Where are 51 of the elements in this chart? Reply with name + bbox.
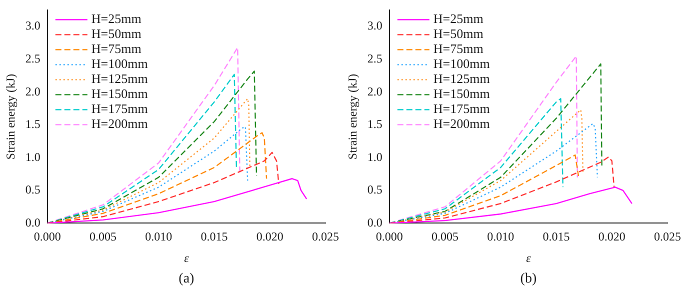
legend-label: H=125mm xyxy=(91,71,148,86)
legend-label: H=75mm xyxy=(91,41,142,56)
y-tick-label: 0.5 xyxy=(25,182,40,197)
legend-label: H=175mm xyxy=(91,101,148,116)
legend-label: H=75mm xyxy=(433,41,484,56)
y-tick-label: 2.5 xyxy=(25,52,40,66)
x-tick-label: 0.000 xyxy=(34,230,61,244)
y-axis-title: Strain energy (kJ) xyxy=(3,74,18,160)
legend-label: H=100mm xyxy=(91,56,148,72)
y-tick-label: 1.0 xyxy=(367,150,382,164)
y-tick-label: 1.5 xyxy=(25,117,40,132)
legend-label: H=100mm xyxy=(433,56,490,72)
legend-label: H=125mm xyxy=(433,71,490,86)
line-series xyxy=(389,55,578,224)
legend-label: H=25mm xyxy=(91,11,142,26)
y-tick-label: 2.0 xyxy=(25,84,40,98)
x-tick-label: 0.025 xyxy=(312,230,339,244)
y-axis-title: Strain energy (kJ) xyxy=(345,74,360,160)
text: (b) xyxy=(520,272,537,287)
y-tick-label: 2.5 xyxy=(367,52,382,66)
x-tick-label: 0.010 xyxy=(145,230,172,244)
legend-label: H=175mm xyxy=(433,101,490,116)
legend-label: H=150mm xyxy=(433,86,490,102)
x-tick-label: 0.020 xyxy=(256,230,284,244)
x-tick-label: 0.005 xyxy=(90,230,117,244)
legend-label: H=50mm xyxy=(91,26,142,42)
y-tick-label: 1.0 xyxy=(25,150,40,164)
x-tick-label: 0.020 xyxy=(598,230,626,244)
x-tick-label: 0.015 xyxy=(200,230,228,244)
y-tick-label: 2.0 xyxy=(367,84,382,98)
line-series xyxy=(389,154,580,224)
y-tick-label: 3.0 xyxy=(367,18,382,33)
line-series xyxy=(389,98,564,224)
y-tick-label: 3.0 xyxy=(25,18,40,33)
x-tick-label: 0.025 xyxy=(654,230,681,244)
y-tick-label: 0.5 xyxy=(367,182,382,197)
x-axis-title: ε xyxy=(184,250,190,265)
legend-label: H=200mm xyxy=(91,116,148,132)
y-tick-label: 0.0 xyxy=(25,215,40,230)
x-tick-label: 0.010 xyxy=(487,230,514,244)
legend-label: H=50mm xyxy=(433,26,484,42)
y-tick-label: 1.5 xyxy=(367,117,382,132)
legend-label: H=25mm xyxy=(433,11,484,26)
x-tick-label: 0.005 xyxy=(432,230,459,244)
y-tick-label: 0.0 xyxy=(367,215,382,230)
x-tick-label: 0.000 xyxy=(376,230,403,244)
text: (a) xyxy=(178,272,195,287)
x-tick-label: 0.015 xyxy=(542,230,570,244)
legend-label: H=150mm xyxy=(91,86,148,102)
legend-label: H=200mm xyxy=(433,116,490,132)
x-axis-title: ε xyxy=(526,250,532,265)
